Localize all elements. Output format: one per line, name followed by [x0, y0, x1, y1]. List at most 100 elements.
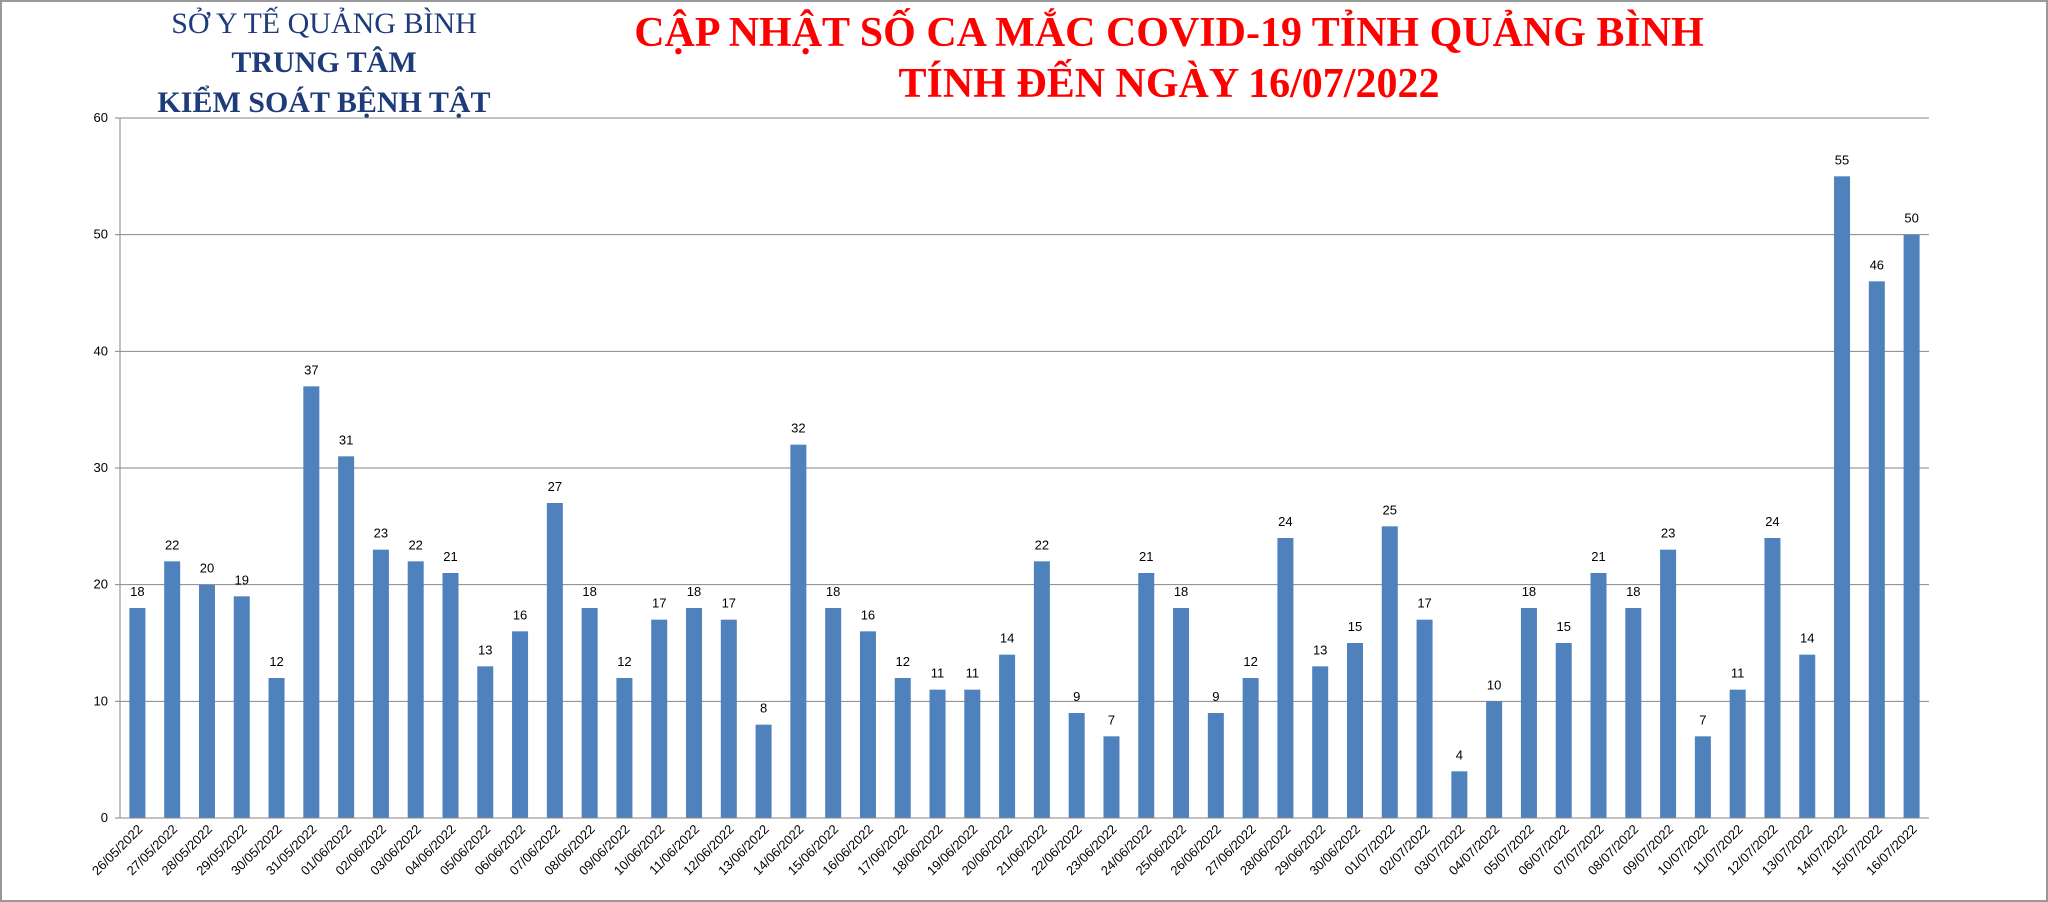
- bar: [964, 689, 981, 818]
- value-label: 18: [1174, 584, 1188, 599]
- value-label: 23: [1661, 526, 1675, 541]
- bar: [1520, 608, 1537, 818]
- bar: [198, 584, 215, 818]
- bar: [442, 573, 459, 818]
- value-label: 9: [1073, 689, 1080, 704]
- value-label: 15: [1348, 619, 1362, 634]
- bar: [1103, 736, 1120, 818]
- bar: [164, 561, 181, 818]
- bar: [407, 561, 424, 818]
- value-label: 32: [791, 421, 805, 436]
- bar: [1625, 608, 1642, 818]
- bar: [1555, 643, 1572, 818]
- value-label: 16: [861, 607, 875, 622]
- value-label: 25: [1383, 502, 1397, 517]
- bar: [825, 608, 842, 818]
- value-label: 7: [1108, 712, 1115, 727]
- bar: [477, 666, 494, 818]
- value-label: 12: [269, 654, 283, 669]
- bar: [1207, 713, 1224, 818]
- bar: [929, 689, 946, 818]
- bar: [372, 549, 389, 818]
- bar: [651, 619, 668, 818]
- value-label: 18: [826, 584, 840, 599]
- bar: [546, 503, 563, 818]
- bar: [1799, 654, 1816, 818]
- value-label: 31: [339, 432, 353, 447]
- bar: [1312, 666, 1329, 818]
- bar: [999, 654, 1016, 818]
- value-label: 22: [165, 537, 179, 552]
- bar: [755, 724, 772, 818]
- bar: [581, 608, 598, 818]
- bar: [1242, 678, 1259, 818]
- bar: [1903, 234, 1920, 818]
- bar: [1173, 608, 1190, 818]
- y-tick-label: 0: [101, 810, 108, 825]
- bar: [1660, 549, 1677, 818]
- bar: [1381, 526, 1398, 818]
- value-label: 16: [513, 607, 527, 622]
- bar: [1834, 176, 1851, 819]
- value-label: 18: [687, 584, 701, 599]
- bar: [338, 456, 355, 818]
- bar: [1068, 713, 1085, 818]
- value-label: 50: [1904, 211, 1918, 226]
- value-label: 24: [1765, 514, 1779, 529]
- value-label: 10: [1487, 677, 1501, 692]
- bar: [512, 631, 529, 818]
- y-tick-label: 40: [94, 343, 108, 358]
- value-label: 37: [304, 362, 318, 377]
- value-label: 11: [966, 666, 980, 681]
- org-line: SỞ Y TẾ QUẢNG BÌNH: [171, 6, 477, 40]
- value-label: 23: [374, 526, 388, 541]
- bar: [616, 678, 633, 818]
- bar: [233, 596, 250, 818]
- bar: [1416, 619, 1433, 818]
- bar: [1451, 771, 1468, 818]
- value-label: 14: [1000, 631, 1014, 646]
- bar: [303, 386, 320, 818]
- value-label: 18: [1522, 584, 1536, 599]
- bar: [1868, 281, 1885, 818]
- value-label: 18: [582, 584, 596, 599]
- value-label: 46: [1870, 257, 1884, 272]
- org-line: KIỂM SOÁT BỆNH TẬT: [157, 86, 490, 119]
- value-label: 21: [443, 549, 457, 564]
- y-tick-label: 20: [94, 577, 108, 592]
- value-label: 8: [760, 701, 767, 716]
- bar: [686, 608, 703, 818]
- chart-title: CẬP NHẬT SỐ CA MẮC COVID-19 TỈNH QUẢNG B…: [634, 8, 1704, 56]
- bar: [1346, 643, 1363, 818]
- value-label: 17: [722, 596, 736, 611]
- value-label: 12: [1243, 654, 1257, 669]
- bar: [894, 678, 911, 818]
- value-label: 12: [896, 654, 910, 669]
- value-label: 11: [931, 666, 945, 681]
- value-label: 13: [478, 642, 492, 657]
- org-line: TRUNG TÂM: [231, 46, 416, 79]
- y-tick-label: 60: [94, 110, 108, 125]
- bar: [790, 444, 807, 818]
- value-label: 11: [1731, 666, 1745, 681]
- value-label: 18: [130, 584, 144, 599]
- y-tick-label: 10: [94, 693, 108, 708]
- bar: [268, 678, 285, 818]
- value-label: 17: [1417, 596, 1431, 611]
- chart-subtitle: TÍNH ĐẾN NGÀY 16/07/2022: [899, 59, 1440, 107]
- value-label: 55: [1835, 152, 1849, 167]
- bar: [1590, 573, 1607, 818]
- bar: [1277, 538, 1294, 818]
- bar: [1138, 573, 1155, 818]
- value-label: 9: [1212, 689, 1219, 704]
- value-label: 21: [1591, 549, 1605, 564]
- value-label: 15: [1556, 619, 1570, 634]
- value-label: 12: [617, 654, 631, 669]
- value-label: 4: [1456, 747, 1463, 762]
- value-label: 18: [1626, 584, 1640, 599]
- bar: [1764, 538, 1781, 818]
- value-label: 7: [1699, 712, 1706, 727]
- y-tick-label: 30: [94, 460, 108, 475]
